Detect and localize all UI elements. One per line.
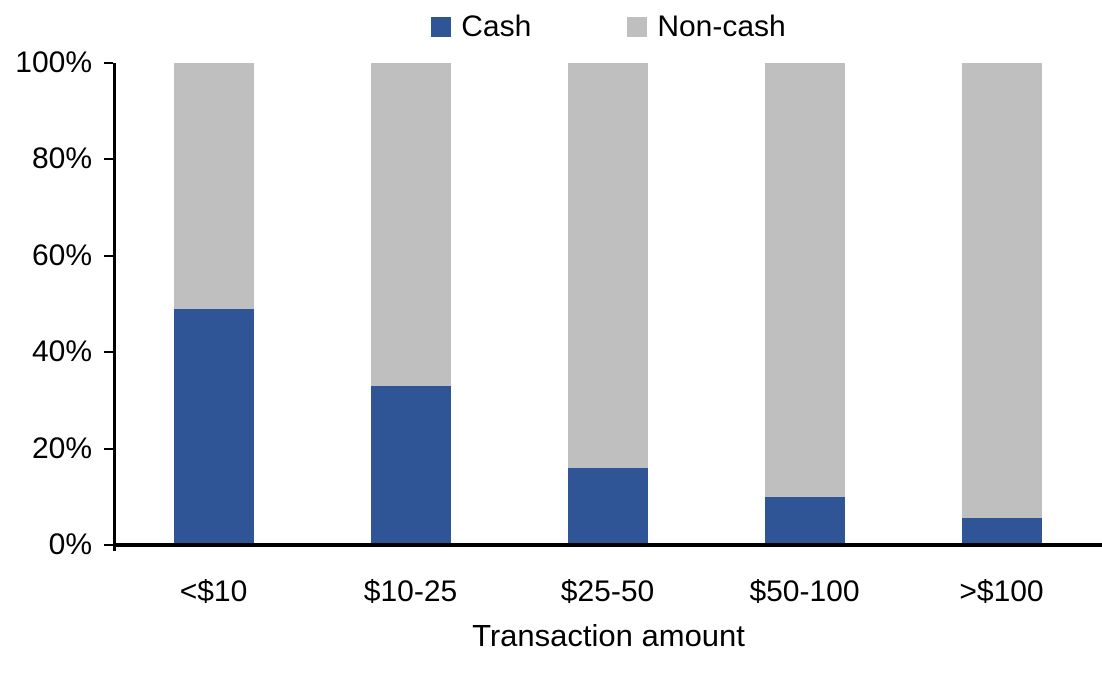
bar-cash — [764, 496, 845, 545]
legend-item-cash: Cash — [431, 10, 531, 44]
bar-noncash — [173, 63, 254, 309]
y-tick-label: 100% — [15, 46, 92, 79]
y-tick-label: 40% — [31, 335, 92, 369]
y-tick-mark — [104, 447, 113, 450]
bar-noncash — [370, 63, 451, 386]
x-tick-label: $50-100 — [749, 575, 860, 608]
bar-cash — [567, 467, 648, 545]
y-tick-mark — [104, 254, 113, 257]
legend-item-noncash: Non-cash — [627, 10, 786, 44]
x-axis-title: Transaction amount — [472, 618, 745, 653]
bar-noncash — [764, 63, 845, 497]
x-tick-label: <$10 — [179, 575, 248, 608]
legend-swatch-cash-icon — [431, 17, 452, 37]
y-tick-label: 20% — [31, 431, 92, 465]
x-tick-label: $10-25 — [363, 575, 458, 608]
legend: Cash Non-cash — [115, 8, 1102, 46]
x-tick-label: $25-50 — [560, 575, 655, 608]
bar-cash — [961, 518, 1042, 545]
y-tick-label: 80% — [31, 142, 92, 176]
y-tick-label: 0% — [48, 528, 92, 561]
y-tick-mark — [104, 62, 113, 64]
y-tick-mark — [104, 351, 113, 354]
legend-swatch-noncash-icon — [627, 17, 648, 37]
y-tick-label: 60% — [31, 238, 92, 272]
y-tick-mark — [104, 158, 113, 161]
bar-cash — [173, 308, 254, 545]
x-axis-line — [113, 543, 1102, 547]
bar-noncash — [567, 63, 648, 468]
bar-noncash — [961, 63, 1042, 519]
y-tick-mark — [104, 544, 113, 546]
x-tick-label: >$100 — [959, 575, 1044, 608]
legend-label-cash: Cash — [461, 10, 532, 43]
legend-label-noncash: Non-cash — [657, 10, 786, 43]
bar-cash — [370, 385, 451, 545]
y-axis-line — [113, 63, 116, 551]
